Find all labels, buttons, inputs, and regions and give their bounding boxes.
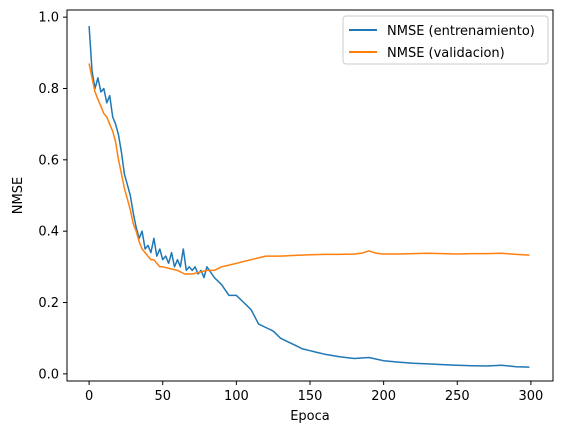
y-tick-label: 1.0 [38,11,59,26]
x-axis-label: Epoca [290,409,330,424]
legend: NMSE (entrenamiento) NMSE (validacion) [342,15,549,65]
series-line-1 [88,63,530,275]
x-tick-label: 0 [85,389,93,404]
x-tick-label: 100 [224,389,249,404]
y-tick-label: 0.0 [38,367,59,382]
legend-label-validacion: NMSE (validacion) [387,46,505,61]
x-tick-label: 300 [518,389,543,404]
y-tick-label: 0.6 [38,153,59,168]
y-tick-label: 0.2 [38,296,59,311]
x-tick-label: 50 [154,389,171,404]
y-tick-label: 0.4 [38,225,59,240]
legend-label-entrenamiento: NMSE (entrenamiento) [387,24,535,39]
x-tick-label: 150 [298,389,323,404]
legend-box [342,15,549,65]
x-tick-label: 250 [445,389,470,404]
x-tick-label: 200 [371,389,396,404]
y-axis-label: NMSE [11,177,26,214]
y-tick-label: 0.8 [38,82,59,97]
series-line-0 [88,26,530,368]
